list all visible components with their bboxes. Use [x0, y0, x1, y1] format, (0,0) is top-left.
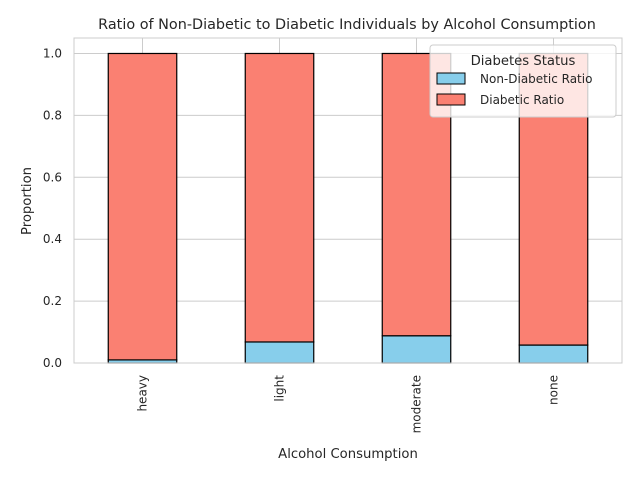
bar-heavy-diabetic: [107, 52, 178, 361]
y-tick-label: 0.6: [43, 170, 62, 184]
x-tick-label-moderate: moderate: [410, 375, 424, 433]
y-axis-label: Proportion: [20, 167, 35, 235]
x-tick-label-heavy: heavy: [136, 375, 150, 412]
y-tick-label: 0.2: [43, 294, 62, 308]
bar-light-non-diabetic: [244, 341, 315, 364]
legend-title: Diabetes Status: [471, 54, 576, 69]
y-axis-ticks: 0.0 0.2 0.4 0.6 0.8 1.0: [43, 46, 62, 370]
bars-layer: [107, 52, 589, 364]
legend-box: [429, 44, 617, 118]
x-tick-label-light: light: [273, 375, 287, 402]
y-tick-label: 0.8: [43, 108, 62, 122]
bar-moderate-non-diabetic: [381, 335, 452, 364]
chart-title: Ratio of Non-Diabetic to Diabetic Indivi…: [98, 17, 596, 33]
bar-none-non-diabetic: [518, 344, 589, 364]
legend-label-diabetic: Diabetic Ratio: [480, 93, 564, 107]
y-tick-label: 0.4: [43, 232, 62, 246]
x-tick-label-none: none: [547, 375, 561, 405]
legend-swatch-non-diabetic: [436, 72, 466, 85]
y-tick-label: 0.0: [43, 356, 62, 370]
legend-label-non-diabetic: Non-Diabetic Ratio: [480, 72, 592, 86]
y-tick-label: 1.0: [43, 46, 62, 60]
plot-frame: [73, 37, 623, 364]
legend-items: Non-Diabetic Ratio Diabetic Ratio: [436, 72, 592, 107]
x-axis-ticks: heavy light moderate none: [136, 375, 561, 434]
bar-light-diabetic: [244, 52, 315, 343]
x-axis-label: Alcohol Consumption: [278, 447, 418, 462]
legend: Diabetes Status Non-Diabetic Ratio Diabet…: [429, 44, 617, 118]
legend-swatch-diabetic: [436, 93, 466, 106]
